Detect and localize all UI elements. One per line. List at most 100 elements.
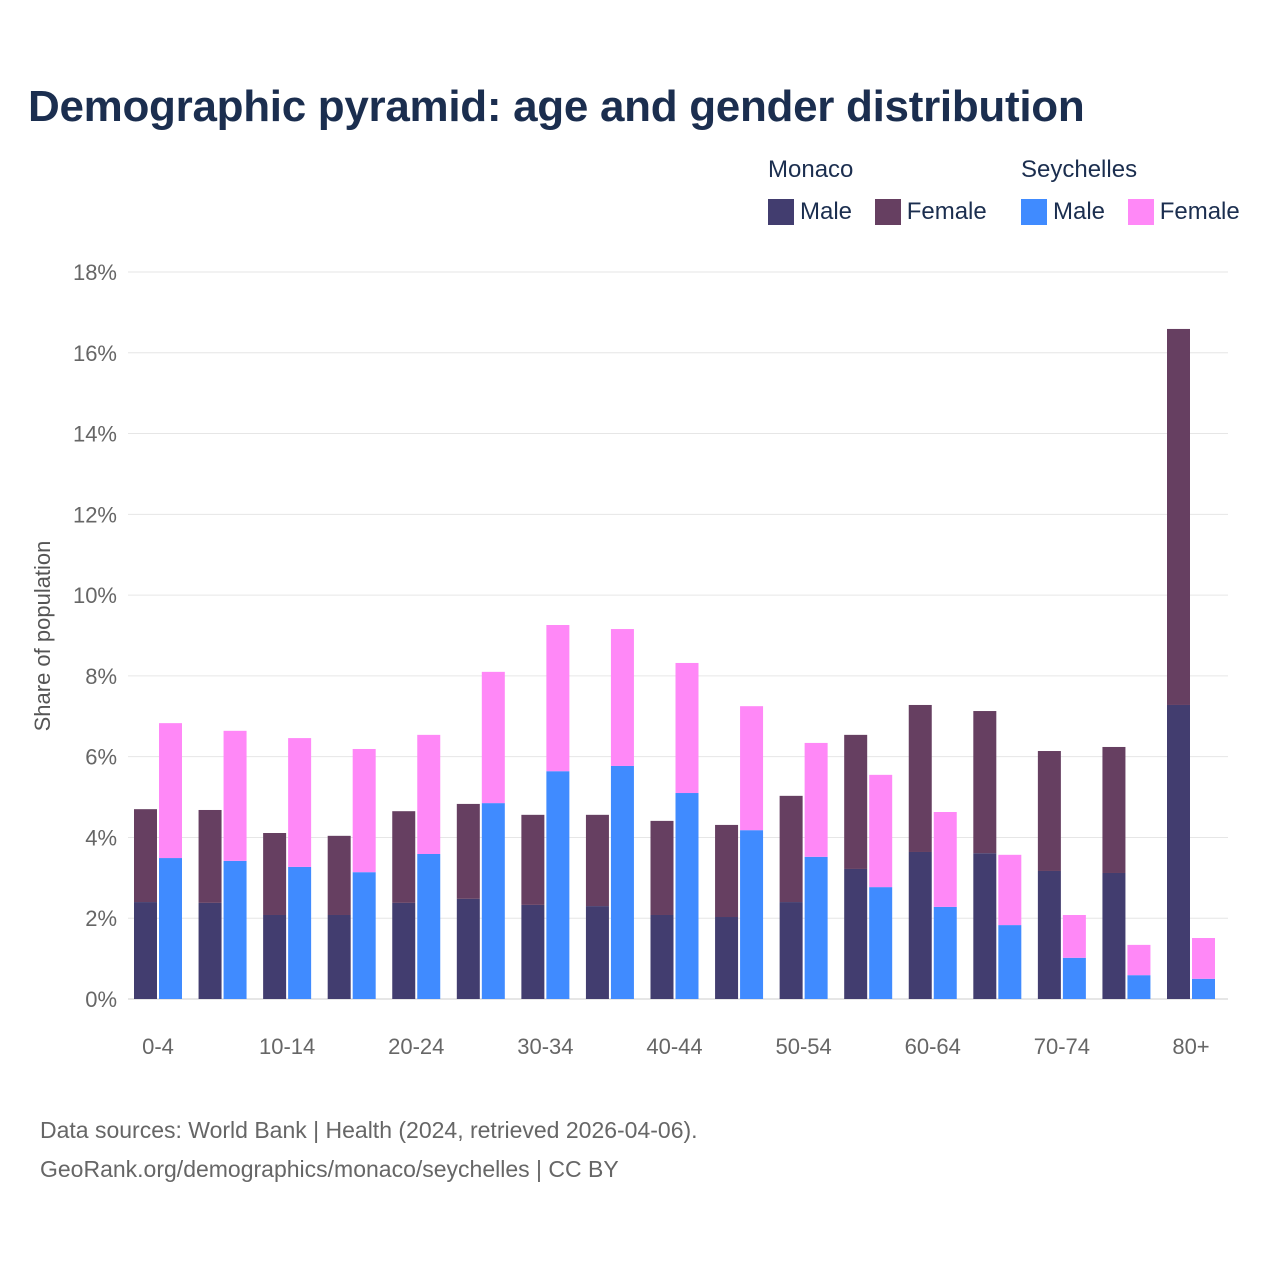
bar-monaco-female <box>392 811 416 903</box>
legend-item-monaco-male[interactable]: Male <box>768 198 852 226</box>
bar-monaco-male <box>908 851 932 999</box>
y-tick-label: 0% <box>85 987 117 1012</box>
footer-link[interactable]: GeoRank.org/demographics/monaco/seychell… <box>40 1156 619 1182</box>
bar-monaco-male <box>198 902 222 999</box>
bar-seychelles-male <box>481 803 505 999</box>
bar-seychelles-male <box>159 858 182 999</box>
bar-seychelles-male <box>352 872 376 999</box>
bar-monaco-female <box>263 833 287 915</box>
swatch <box>1127 199 1154 225</box>
bar-seychelles-male <box>740 830 764 999</box>
x-tick-label: 60-64 <box>905 1034 961 1059</box>
bar-seychelles-female <box>740 706 764 831</box>
bar-seychelles-female <box>1127 944 1151 976</box>
bar-monaco-male <box>779 902 803 999</box>
bar-seychelles-female <box>1062 914 1086 958</box>
bar-seychelles-female <box>804 742 828 857</box>
bar-monaco-female <box>844 734 868 869</box>
legend-item-seychelles-male[interactable]: Male <box>1021 198 1105 226</box>
legend-item-seychelles-female[interactable]: Female <box>1127 198 1240 226</box>
bar-monaco-female <box>973 711 997 854</box>
legend-group-name: Seychelles <box>1021 156 1138 183</box>
y-tick-label: 16% <box>73 341 117 366</box>
x-tick-label: 40-44 <box>646 1034 702 1059</box>
bar-monaco-female <box>715 824 739 918</box>
bar-seychelles-female <box>675 662 699 794</box>
bar-monaco-male <box>650 914 674 999</box>
bar-seychelles-female <box>998 854 1022 926</box>
bar-seychelles-female <box>223 730 247 861</box>
bar-seychelles-male <box>546 771 570 999</box>
y-tick-label: 10% <box>73 583 117 608</box>
y-tick-label: 12% <box>73 502 117 527</box>
y-tick-label: 6% <box>85 745 117 770</box>
chart-title: Demographic pyramid: age and gender dist… <box>28 82 1085 131</box>
y-tick-label: 4% <box>85 825 117 850</box>
bar-monaco-male <box>1167 704 1190 999</box>
bar-monaco-male <box>715 917 739 999</box>
legend-label: Female <box>1159 198 1240 225</box>
bar-monaco-female <box>327 835 351 915</box>
y-tick-label: 2% <box>85 906 117 931</box>
bar-seychelles-male <box>1127 975 1151 999</box>
bar-seychelles-female <box>1192 938 1215 979</box>
y-tick-label: 8% <box>85 664 117 689</box>
bar-seychelles-male <box>417 854 441 999</box>
bar-monaco-male <box>521 904 545 999</box>
swatch <box>1021 199 1047 225</box>
bar-seychelles-male <box>869 887 893 999</box>
bar-seychelles-male <box>675 793 699 999</box>
bar-monaco-female <box>198 809 222 903</box>
bar-monaco-female <box>585 814 609 907</box>
bar-monaco-male <box>263 914 287 999</box>
bar-seychelles-female <box>610 629 634 766</box>
legend-group-name: Monaco <box>768 156 854 183</box>
legend-item-monaco-female[interactable]: Female <box>874 198 987 226</box>
legend-monaco: Monaco Male Female <box>768 156 1003 232</box>
bar-monaco-female <box>456 803 480 899</box>
x-tick-label: 30-34 <box>517 1034 573 1059</box>
x-tick-label: 20-24 <box>388 1034 444 1059</box>
y-tick-label: 14% <box>73 422 117 447</box>
bar-seychelles-female <box>159 723 182 859</box>
bar-monaco-female <box>908 704 932 852</box>
legend-label: Female <box>906 198 987 225</box>
bar-seychelles-female <box>546 624 570 772</box>
bar-monaco-male <box>844 868 868 999</box>
bar-seychelles-male <box>933 906 957 999</box>
bar-monaco-female <box>521 814 545 905</box>
bar-monaco-male <box>1102 872 1126 999</box>
bar-monaco-male <box>327 914 351 999</box>
bar-monaco-female <box>650 820 674 915</box>
y-axis-label: Share of population <box>30 541 55 732</box>
bar-seychelles-female <box>288 738 312 867</box>
legend-seychelles: Seychelles Male Female <box>1021 156 1240 232</box>
x-tick-label: 50-54 <box>775 1034 831 1059</box>
bar-seychelles-female <box>481 671 505 804</box>
bar-monaco-female <box>1167 328 1190 705</box>
x-tick-label: 0-4 <box>142 1034 174 1059</box>
bar-monaco-male <box>585 906 609 999</box>
bar-monaco-female <box>1102 746 1126 873</box>
bar-seychelles-female <box>933 811 957 907</box>
x-tick-label: 70-74 <box>1034 1034 1090 1059</box>
bar-seychelles-female <box>417 734 441 855</box>
bar-monaco-male <box>973 853 997 999</box>
bar-seychelles-male <box>288 866 312 999</box>
legend-label: Male <box>800 198 853 225</box>
bar-monaco-male <box>456 898 480 999</box>
y-tick-label: 18% <box>73 260 117 285</box>
bar-seychelles-male <box>1062 957 1086 999</box>
bar-seychelles-female <box>869 774 893 888</box>
bar-seychelles-male <box>1192 978 1215 999</box>
x-tick-label: 10-14 <box>259 1034 315 1059</box>
swatch <box>768 199 794 225</box>
swatch <box>874 199 901 225</box>
footer-source: Data sources: World Bank | Health (2024,… <box>40 1117 698 1143</box>
bar-monaco-male <box>1037 870 1061 999</box>
x-tick-label: 80+ <box>1172 1034 1209 1059</box>
bar-seychelles-male <box>804 856 828 999</box>
bar-seychelles-male <box>998 925 1022 999</box>
bar-seychelles-female <box>352 748 376 873</box>
